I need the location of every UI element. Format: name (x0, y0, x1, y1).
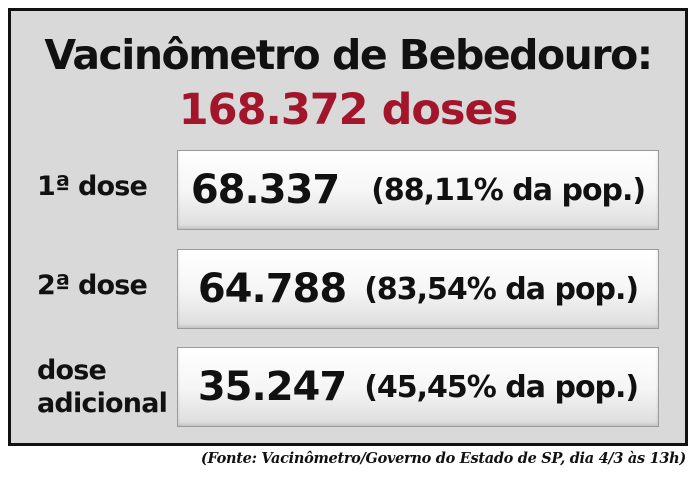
additional-dose-label-line2: adicional (37, 388, 168, 419)
first-dose-box: 68.337 (88,11% da pop.) (177, 150, 659, 230)
vaccination-panel: Vacinômetro de Bebedouro: 168.372 doses … (8, 8, 688, 446)
second-dose-box: 64.788 (83,54% da pop.) (177, 249, 659, 329)
first-dose-label: 1ª dose (37, 170, 148, 203)
second-dose-label-text: 2ª dose (37, 270, 148, 301)
additional-dose-box: 35.247 (45,45% da pop.) (177, 347, 659, 427)
first-dose-percent: (88,11% da pop.) (371, 172, 646, 208)
additional-dose-label: dose adicional (37, 354, 168, 420)
source-caption: (Fonte: Vacinômetro/Governo do Estado de… (200, 450, 686, 467)
additional-dose-label-line1: dose (37, 355, 107, 386)
second-dose-percent: (83,54% da pop.) (364, 271, 639, 307)
total-doses: 168.372 doses (178, 85, 519, 135)
additional-dose-percent: (45,45% da pop.) (364, 369, 639, 405)
second-dose-value: 64.788 (197, 266, 347, 312)
first-dose-label-text: 1ª dose (37, 171, 148, 202)
additional-dose-value: 35.247 (197, 364, 347, 410)
second-dose-label: 2ª dose (37, 269, 148, 302)
panel-title: Vacinômetro de Bebedouro: (44, 31, 653, 79)
first-dose-value: 68.337 (190, 167, 340, 213)
